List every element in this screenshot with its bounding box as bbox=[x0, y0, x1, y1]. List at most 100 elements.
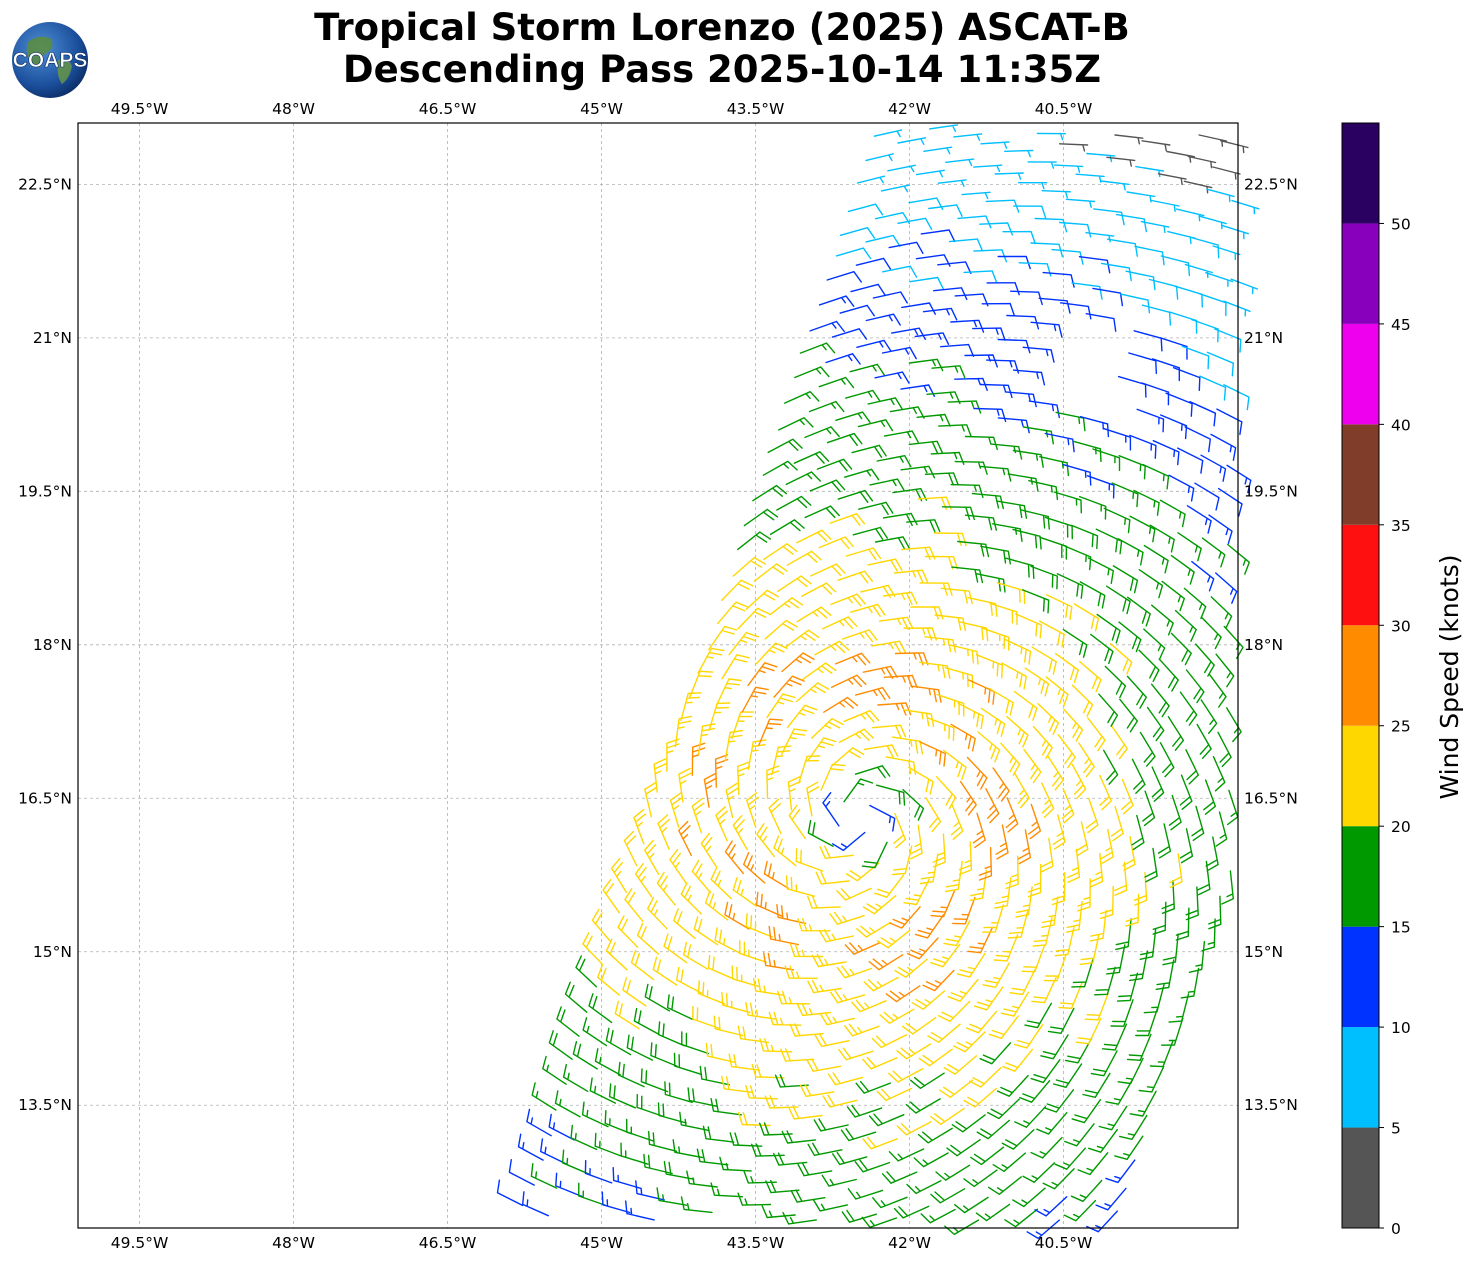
wind-barb bbox=[906, 937, 939, 960]
wind-barb bbox=[876, 1087, 912, 1102]
wind-barb bbox=[1125, 270, 1156, 291]
wind-barb bbox=[674, 715, 693, 748]
lon-tick-bottom: 46.5°W bbox=[419, 1234, 477, 1252]
wind-barb bbox=[1053, 1063, 1083, 1088]
wind-barb bbox=[1115, 213, 1147, 233]
wind-barb bbox=[948, 238, 984, 252]
wind-barb bbox=[1190, 236, 1220, 259]
wind-barb bbox=[1205, 836, 1219, 872]
wind-barb bbox=[1170, 632, 1192, 666]
lat-tick-right: 13.5°N bbox=[1244, 1096, 1298, 1114]
wind-barb bbox=[831, 831, 866, 852]
wind-barb bbox=[636, 923, 660, 955]
wind-barb bbox=[1075, 173, 1105, 183]
wind-barb bbox=[1155, 959, 1175, 990]
wind-barb bbox=[1129, 515, 1156, 543]
wind-barb bbox=[1129, 950, 1149, 982]
lon-tick-bottom: 42°W bbox=[888, 1234, 931, 1252]
wind-barb bbox=[1059, 302, 1092, 320]
wind-barb bbox=[908, 766, 934, 795]
wind-barb bbox=[508, 1159, 535, 1186]
wind-barb bbox=[1116, 972, 1139, 1002]
wind-barb bbox=[1106, 944, 1126, 975]
wind-barb bbox=[809, 320, 845, 333]
wind-barb bbox=[1085, 232, 1115, 243]
wind-barb bbox=[540, 1138, 567, 1165]
wind-barb bbox=[1001, 1129, 1035, 1150]
wind-barb bbox=[903, 627, 937, 641]
wind-barb bbox=[880, 184, 910, 193]
wind-barb bbox=[850, 283, 886, 296]
wind-barb bbox=[1187, 155, 1217, 169]
wind-barb bbox=[881, 346, 917, 360]
wind-barb bbox=[837, 489, 874, 503]
wind-barb bbox=[1168, 993, 1190, 1023]
wind-barb bbox=[961, 191, 991, 200]
wind-barb bbox=[562, 1064, 589, 1092]
wind-barb bbox=[863, 976, 899, 992]
wind-barb bbox=[1030, 321, 1063, 338]
wind-barb bbox=[835, 247, 872, 260]
wind-barb bbox=[626, 1034, 654, 1061]
wind-barb bbox=[1118, 621, 1142, 653]
lon-tick-top: 45°W bbox=[580, 100, 623, 118]
wind-barb bbox=[900, 465, 936, 479]
wind-barb bbox=[1157, 823, 1172, 859]
wind-barb bbox=[672, 1139, 704, 1159]
wind-barb bbox=[1021, 944, 1046, 973]
wind-barb bbox=[1205, 272, 1234, 287]
wind-barb bbox=[1071, 1099, 1102, 1124]
wind-barb bbox=[922, 969, 955, 992]
wind-barb bbox=[630, 949, 655, 981]
wind-barb bbox=[819, 929, 855, 943]
wind-barb bbox=[818, 536, 854, 550]
wind-barb bbox=[1072, 440, 1102, 463]
wind-barb bbox=[975, 1203, 1011, 1222]
wind-barb bbox=[1160, 255, 1191, 277]
wind-barb bbox=[883, 674, 918, 689]
wind-barb bbox=[731, 711, 754, 740]
wind-barb bbox=[908, 358, 944, 372]
wind-barb bbox=[953, 133, 983, 141]
wind-barb bbox=[785, 629, 820, 648]
wind-barb bbox=[950, 804, 964, 840]
wind-barb bbox=[1220, 224, 1249, 240]
wind-barb bbox=[691, 859, 712, 894]
colorbar-tick: 10 bbox=[1391, 1019, 1411, 1037]
wind-barb bbox=[1208, 673, 1227, 708]
wind-barb bbox=[617, 1061, 645, 1088]
wind-barb bbox=[1028, 400, 1060, 419]
wind-barb bbox=[964, 435, 998, 451]
wind-barb bbox=[992, 1152, 1026, 1172]
wind-barb bbox=[1188, 940, 1206, 973]
wind-barb bbox=[927, 1023, 961, 1043]
wind-barb bbox=[782, 1211, 817, 1225]
wind-barb bbox=[1149, 524, 1175, 553]
wind-barb bbox=[954, 1196, 989, 1214]
wind-barb bbox=[575, 955, 598, 988]
wind-barb bbox=[1096, 613, 1121, 644]
wind-barb bbox=[940, 343, 975, 357]
wind-barb bbox=[1041, 190, 1071, 199]
wind-barb bbox=[809, 479, 846, 493]
wind-barb bbox=[846, 1104, 883, 1118]
wind-barb bbox=[965, 1010, 998, 1034]
wind-barb bbox=[863, 744, 899, 758]
wind-barb bbox=[807, 979, 842, 994]
wind-barb bbox=[745, 589, 779, 610]
wind-barb bbox=[996, 582, 1026, 605]
wind-barb bbox=[739, 940, 768, 963]
wind-barb bbox=[1095, 1187, 1127, 1211]
wind-barb bbox=[891, 327, 926, 340]
lat-tick-left: 22.5°N bbox=[18, 175, 72, 193]
wind-barb bbox=[1121, 778, 1134, 815]
wind-barb bbox=[987, 1098, 1020, 1120]
wind-barb bbox=[807, 819, 834, 847]
wind-barb bbox=[872, 1196, 908, 1209]
wind-barb bbox=[980, 707, 1006, 737]
wind-barb bbox=[868, 954, 904, 971]
wind-barb bbox=[1104, 665, 1127, 699]
wind-barb bbox=[996, 500, 1028, 519]
wind-barb bbox=[764, 1095, 799, 1109]
wind-barb bbox=[1184, 263, 1213, 279]
